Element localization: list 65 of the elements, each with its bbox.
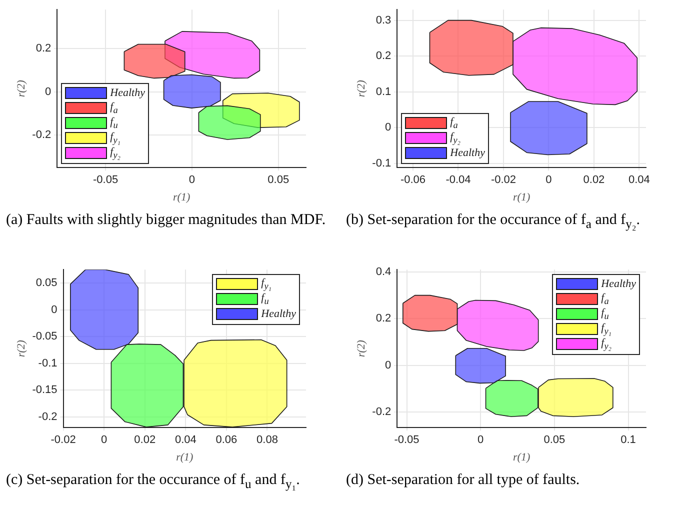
x-tick-label: 0 — [188, 174, 196, 186]
y-tick-label: -0.2 — [38, 410, 58, 423]
y-tick-label: -0.2 — [32, 129, 52, 142]
x-tick-label: 0.1 — [620, 434, 636, 446]
y-tick-label: -0.1 — [372, 157, 392, 170]
legend-label: f$_{y₁}$ — [261, 277, 272, 292]
legend-label: f$_{y₂}$ — [110, 146, 120, 160]
legend-label: f$_{y₂}$ — [601, 337, 612, 352]
x-tick-label: -0.05 — [93, 174, 118, 186]
legend-label: f$_{a}$ — [450, 116, 458, 130]
x-tick-label: 0.05 — [268, 174, 290, 186]
legend-label: f$_{u}$ — [601, 307, 609, 322]
text: (b) Set-separation for the occurance of f$_{a}$ and f$_{y₂}$. — [345, 211, 641, 233]
y-tick-label: 0 — [385, 359, 392, 372]
x-tick-label: 0 — [546, 174, 552, 186]
x-tick-label: 0.06 — [216, 434, 238, 446]
x-tick-label: 0.04 — [628, 174, 650, 186]
y-tick-label: -0.15 — [32, 384, 58, 396]
x-axis-title: r(1) — [173, 191, 190, 204]
text: (a) Faults with slightly bigger magnitudes than MDF. — [5, 211, 327, 230]
x-axis-title: r(1) — [513, 191, 530, 204]
x-tick-label: 0.02 — [583, 174, 605, 186]
y-tick-label: -0.1 — [38, 357, 58, 370]
legend-label: Healthy — [110, 87, 145, 100]
text: (d) Set-separation for all type of faults. — [345, 471, 581, 490]
y-tick-label: 0 — [45, 86, 52, 98]
legend-label: f$_{y₁}$ — [110, 131, 120, 146]
x-axis-title: r(1) — [176, 451, 194, 464]
legend-label: f$_{y₁}$ — [601, 322, 612, 336]
x-tick-label: -0.06 — [400, 174, 426, 186]
y-tick-label: -0.2 — [372, 406, 392, 418]
x-tick-label: 0 — [478, 434, 484, 446]
y-tick-label: 0.2 — [376, 312, 392, 325]
y-axis-title: r(2) — [355, 80, 368, 98]
legend-label: Healthy — [601, 278, 636, 290]
y-axis-title: r(2) — [15, 80, 28, 98]
y-tick-label: 0.05 — [36, 277, 58, 290]
y-tick-label: 0 — [51, 304, 58, 316]
y-tick-label: 0.2 — [376, 50, 392, 62]
y-tick-label: 0.1 — [376, 86, 392, 98]
y-tick-label: 0.4 — [376, 266, 392, 278]
y-tick-label: 0.3 — [376, 14, 392, 26]
x-tick-label: 0.05 — [544, 434, 566, 446]
legend-label: f$_{u}$ — [261, 292, 269, 306]
x-tick-label: -0.02 — [50, 434, 76, 446]
x-tick-label: 0.04 — [174, 434, 196, 446]
legend-label: Healthy — [261, 308, 296, 320]
x-tick-label: 0 — [101, 434, 108, 446]
x-tick-label: -0.02 — [490, 174, 516, 186]
legend-label: f$_{a}$ — [110, 101, 118, 116]
y-axis-title: r(2) — [15, 340, 28, 358]
legend-label: f$_{u}$ — [110, 116, 118, 130]
x-tick-label: -0.04 — [446, 174, 471, 186]
y-tick-label: 0.2 — [36, 42, 52, 55]
legend-label: f$_{a}$ — [601, 292, 609, 306]
legend-label: f$_{y₂}$ — [450, 131, 460, 146]
text: (c) Set-separation for the occurance of f$_{u}$ and f$_{y₁}$. — [5, 471, 301, 493]
legend-label: Healthy — [450, 147, 485, 160]
x-tick-label: 0.02 — [134, 434, 156, 446]
y-tick-label: -0.05 — [32, 330, 58, 343]
y-axis-title: r(2) — [355, 340, 368, 358]
x-tick-label: -0.05 — [394, 434, 420, 446]
x-axis-title: r(1) — [513, 451, 530, 464]
x-tick-label: 0.08 — [256, 434, 278, 446]
y-tick-label: 0 — [385, 122, 392, 134]
